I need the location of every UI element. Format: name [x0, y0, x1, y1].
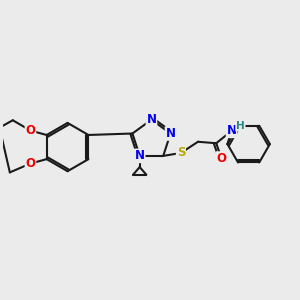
Text: S: S: [177, 146, 185, 159]
Text: O: O: [26, 124, 35, 137]
Text: H: H: [236, 121, 245, 130]
Text: N: N: [226, 124, 237, 137]
Text: O: O: [217, 152, 226, 165]
Text: N: N: [166, 127, 176, 140]
Text: N: N: [135, 149, 145, 162]
Text: O: O: [26, 157, 35, 170]
Text: N: N: [146, 113, 157, 126]
